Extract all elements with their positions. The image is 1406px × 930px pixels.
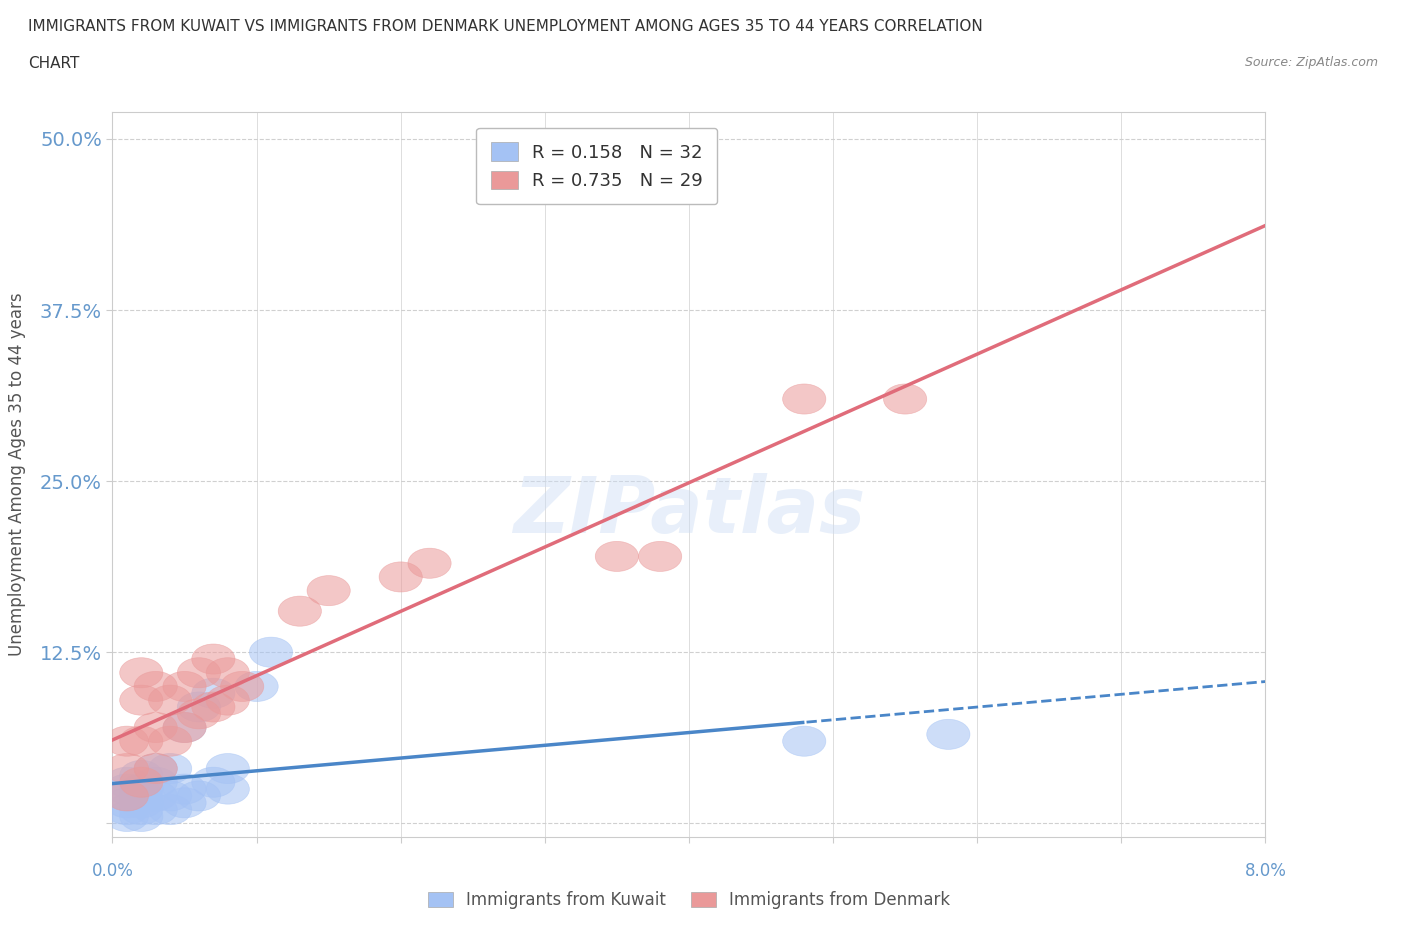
Ellipse shape: [163, 774, 207, 804]
Ellipse shape: [207, 753, 249, 784]
Ellipse shape: [120, 794, 163, 825]
Ellipse shape: [105, 774, 149, 804]
Ellipse shape: [249, 637, 292, 668]
Ellipse shape: [278, 596, 322, 626]
Ellipse shape: [307, 576, 350, 605]
Ellipse shape: [105, 767, 149, 797]
Ellipse shape: [235, 671, 278, 701]
Ellipse shape: [163, 712, 207, 742]
Ellipse shape: [134, 753, 177, 784]
Ellipse shape: [105, 794, 149, 825]
Ellipse shape: [163, 712, 207, 742]
Ellipse shape: [120, 788, 163, 817]
Ellipse shape: [191, 692, 235, 722]
Ellipse shape: [380, 562, 422, 592]
Ellipse shape: [638, 541, 682, 571]
Text: 0.0%: 0.0%: [91, 862, 134, 880]
Text: ZIPatlas: ZIPatlas: [513, 472, 865, 549]
Ellipse shape: [783, 726, 825, 756]
Ellipse shape: [927, 719, 970, 750]
Ellipse shape: [207, 685, 249, 715]
Ellipse shape: [105, 753, 149, 784]
Ellipse shape: [163, 788, 207, 817]
Ellipse shape: [149, 794, 191, 825]
Ellipse shape: [149, 781, 191, 811]
Ellipse shape: [191, 678, 235, 709]
Ellipse shape: [177, 658, 221, 688]
Ellipse shape: [105, 781, 149, 811]
Ellipse shape: [134, 767, 177, 797]
Ellipse shape: [105, 788, 149, 817]
Ellipse shape: [120, 658, 163, 688]
Ellipse shape: [134, 781, 177, 811]
Ellipse shape: [177, 698, 221, 729]
Y-axis label: Unemployment Among Ages 35 to 44 years: Unemployment Among Ages 35 to 44 years: [8, 293, 27, 656]
Ellipse shape: [595, 541, 638, 571]
Ellipse shape: [134, 753, 177, 784]
Ellipse shape: [120, 761, 163, 790]
Ellipse shape: [149, 726, 191, 756]
Ellipse shape: [149, 753, 191, 784]
Ellipse shape: [120, 774, 163, 804]
Ellipse shape: [105, 781, 149, 811]
Ellipse shape: [120, 767, 163, 797]
Text: 8.0%: 8.0%: [1244, 862, 1286, 880]
Ellipse shape: [883, 384, 927, 414]
Ellipse shape: [120, 802, 163, 831]
Ellipse shape: [120, 685, 163, 715]
Ellipse shape: [191, 644, 235, 674]
Ellipse shape: [191, 767, 235, 797]
Text: Source: ZipAtlas.com: Source: ZipAtlas.com: [1244, 56, 1378, 69]
Ellipse shape: [134, 671, 177, 701]
Ellipse shape: [120, 781, 163, 811]
Ellipse shape: [177, 692, 221, 722]
Ellipse shape: [163, 671, 207, 701]
Ellipse shape: [149, 685, 191, 715]
Text: IMMIGRANTS FROM KUWAIT VS IMMIGRANTS FROM DENMARK UNEMPLOYMENT AMONG AGES 35 TO : IMMIGRANTS FROM KUWAIT VS IMMIGRANTS FRO…: [28, 19, 983, 33]
Text: CHART: CHART: [28, 56, 80, 71]
Ellipse shape: [221, 671, 264, 701]
Ellipse shape: [207, 658, 249, 688]
Ellipse shape: [783, 384, 825, 414]
Ellipse shape: [408, 548, 451, 578]
Ellipse shape: [120, 726, 163, 756]
Ellipse shape: [134, 712, 177, 742]
Legend: Immigrants from Kuwait, Immigrants from Denmark: Immigrants from Kuwait, Immigrants from …: [420, 884, 957, 916]
Ellipse shape: [105, 802, 149, 831]
Ellipse shape: [207, 774, 249, 804]
Ellipse shape: [134, 794, 177, 825]
Ellipse shape: [105, 726, 149, 756]
Ellipse shape: [177, 781, 221, 811]
